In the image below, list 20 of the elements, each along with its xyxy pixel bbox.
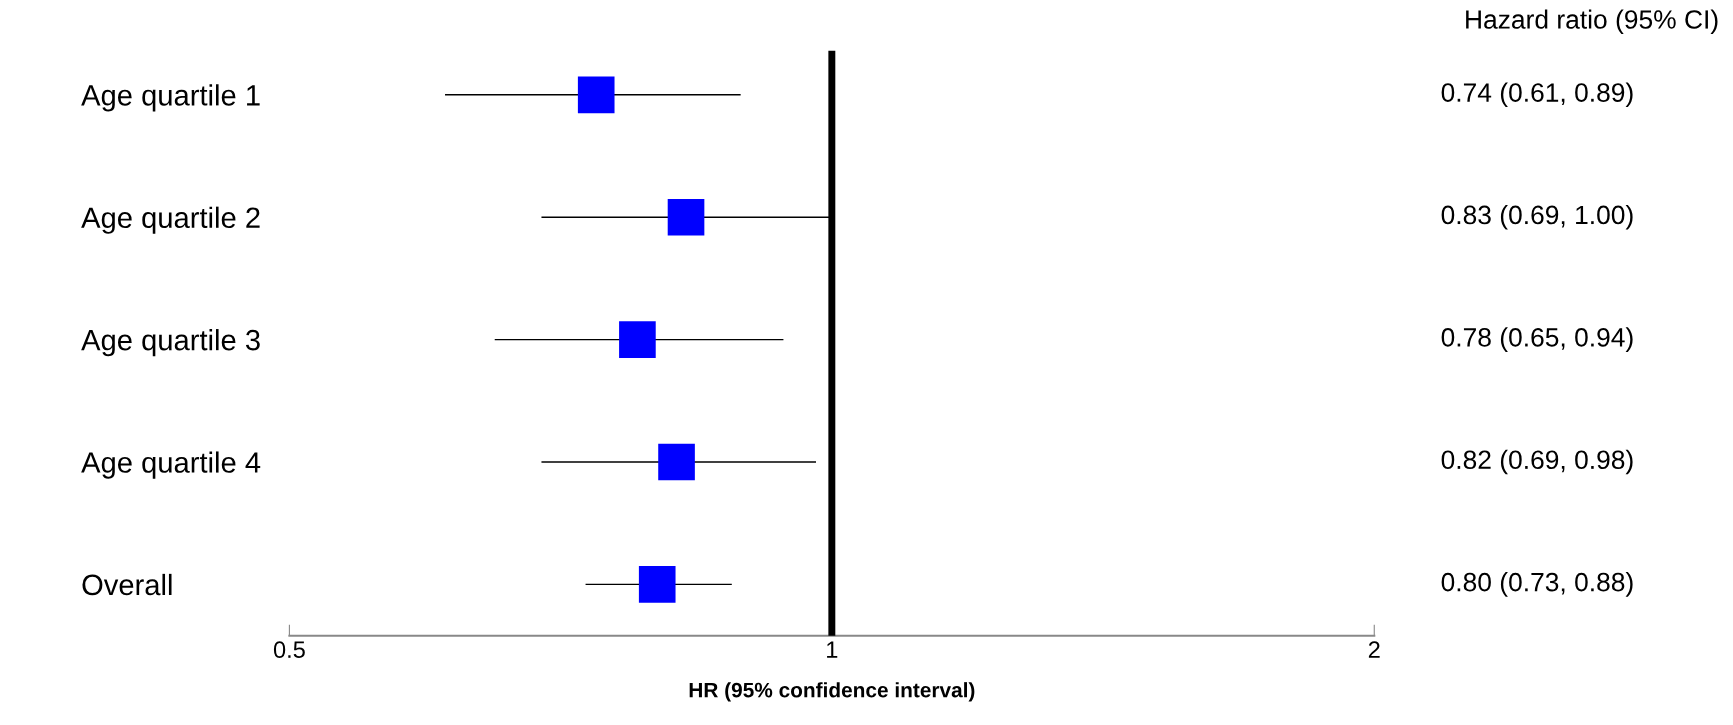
point [577,76,615,114]
point [638,566,676,603]
x-tick-label: 0.5 [273,641,305,659]
y-tick-label: Age quartile 2 [81,206,260,234]
point [658,443,695,481]
data-label: 0.83 (0.69, 1.00) [1441,204,1633,230]
point [619,321,656,358]
x-axis-title: HR (95% confidence interval) [689,682,975,702]
y-tick-label: Age quartile 3 [81,329,260,357]
data-label: 0.80 (0.73, 0.88) [1441,572,1633,597]
x-tick-label: 2 [1368,641,1380,658]
y-tick-label: Age quartile 1 [81,84,260,112]
x-tick-label: 1 [827,641,838,658]
data-label: 0.82 (0.69, 0.98) [1441,449,1633,475]
data-label: 0.74 (0.61, 0.89) [1441,82,1633,108]
y-tick-label: Overall [82,573,172,596]
data-label: 0.78 (0.65, 0.94) [1441,327,1633,352]
text: Hazard ratio (95% CI) [1466,9,1718,35]
point [667,198,705,236]
y-tick-label: Age quartile 4 [81,451,261,479]
